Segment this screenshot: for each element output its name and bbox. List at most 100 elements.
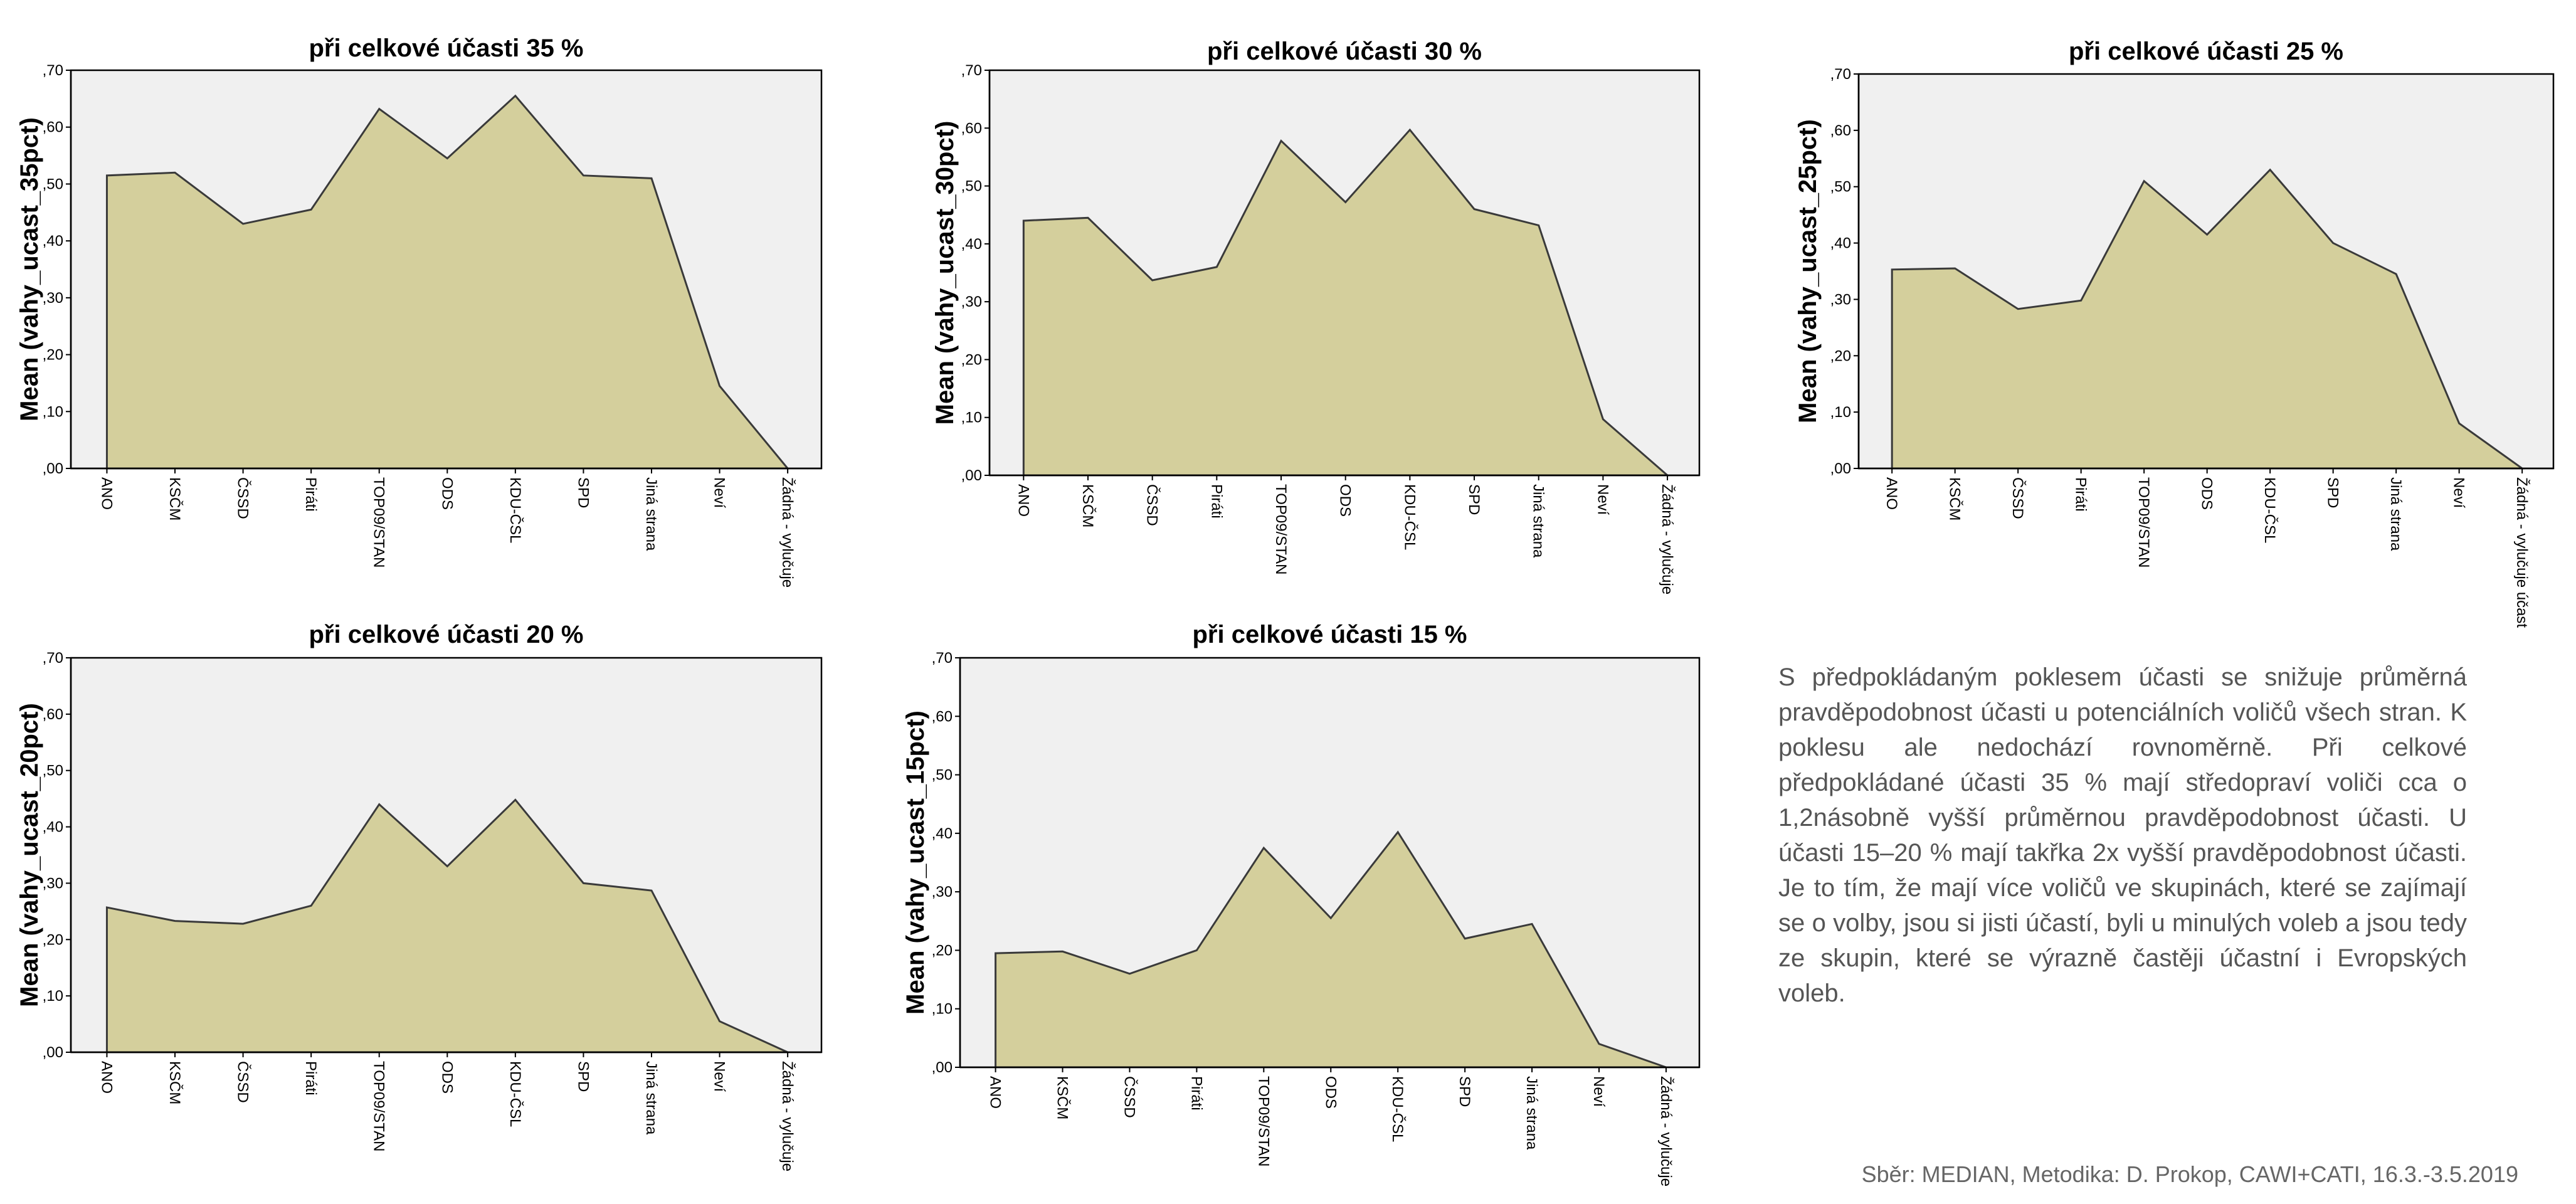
x-tick-label: ČSSD — [235, 477, 252, 519]
y-tick-label: ,40 — [43, 233, 63, 250]
x-tick-label: Jiná strana — [2387, 477, 2404, 551]
x-tick-label: ODS — [1322, 1076, 1339, 1109]
x-tick-label: TOP09/STAN — [1272, 484, 1289, 575]
y-tick-label: ,20 — [961, 351, 982, 368]
source-note: Sběr: MEDIAN, Metodika: D. Prokop, CAWI+… — [1861, 1161, 2518, 1187]
y-tick-label: ,60 — [932, 708, 953, 725]
y-tick-label: ,00 — [932, 1059, 953, 1076]
x-tick-label: Neví — [711, 1061, 728, 1092]
y-tick-label: ,30 — [961, 293, 982, 310]
x-tick-label: TOP09/STAN — [2135, 477, 2152, 568]
x-tick-label: Jiná strana — [1530, 484, 1547, 558]
x-tick-label: Žádná - vylučuje — [1659, 484, 1676, 594]
x-tick-label: KSČM — [1054, 1076, 1072, 1119]
x-tick-label: ODS — [438, 477, 455, 510]
x-tick-label: ČSSD — [1121, 1076, 1138, 1118]
series-area — [1891, 168, 2525, 470]
y-tick-label: ,20 — [932, 942, 953, 959]
chart-3: ,00 ,10 ,20 ,30 ,40 ,50 ,60 ,70 ANO KSČM ČSSD Pirát… — [1794, 38, 2555, 628]
y-tick-label: ,70 — [1830, 66, 1851, 83]
x-tick-label: KDU-ČSL — [507, 1061, 524, 1127]
y-tick-label: ,70 — [961, 62, 982, 79]
x-tick-label: ODS — [438, 1061, 455, 1094]
y-tick-label: ,50 — [43, 763, 63, 779]
x-tick-label: ANO — [1015, 484, 1032, 517]
y-tick-label: ,00 — [961, 467, 982, 484]
y-tick-label: ,20 — [43, 931, 63, 948]
x-tick-label: ODS — [2199, 477, 2215, 510]
chart-1: ,00 ,10 ,20 ,30 ,40 ,50 ,60 ,70 ANO KSČM ČSSD Pirát… — [16, 34, 823, 588]
x-tick-label: Jiná strana — [643, 1061, 660, 1135]
x-tick-label: TOP09/STAN — [1255, 1076, 1272, 1167]
chart-title: při celkové účasti 30 % — [1207, 38, 1482, 65]
x-tick-label: KSČM — [166, 1061, 184, 1104]
x-tick-label: SPD — [574, 477, 591, 508]
y-axis-label: Mean (vahy_ucast_20pct) — [16, 703, 43, 1007]
x-tick-label: ODS — [1337, 484, 1354, 517]
y-tick-label: ,10 — [1830, 404, 1851, 421]
chart-4: ,00 ,10 ,20 ,30 ,40 ,50 ,60 ,70 ANO KSČM ČSSD Pirát… — [16, 621, 823, 1171]
series-area — [995, 830, 1667, 1069]
chart-5: ,00 ,10 ,20 ,30 ,40 ,50 ,60 ,70 ANO KSČM ČSSD Pirát… — [902, 621, 1701, 1186]
y-axis-label: Mean (vahy_ucast_35pct) — [16, 117, 43, 421]
x-tick-label: Neví — [711, 477, 728, 509]
y-tick-label: ,20 — [1830, 347, 1851, 364]
x-tick-label: KDU-ČSL — [1389, 1076, 1407, 1142]
x-tick-label: Žádná - vylučuje — [779, 1061, 796, 1171]
x-tick-label: Piráti — [302, 1061, 319, 1096]
x-tick-label: KDU-ČSL — [1401, 484, 1418, 550]
y-axis-label: Mean (vahy_ucast_25pct) — [1794, 119, 1822, 423]
y-axis-label: Mean (vahy_ucast_30pct) — [931, 121, 959, 425]
x-tick-label: ČSSD — [2009, 477, 2027, 519]
y-tick-label: ,50 — [1830, 179, 1851, 196]
x-tick-label: ANO — [98, 1061, 115, 1094]
x-tick-label: Piráti — [2072, 477, 2089, 512]
series-area — [1022, 128, 1671, 477]
y-tick-label: ,70 — [43, 650, 63, 667]
y-tick-label: ,70 — [43, 62, 63, 79]
y-tick-label: ,40 — [43, 819, 63, 836]
x-tick-label: SPD — [1465, 484, 1482, 515]
x-tick-label: Žádná - vylučuje účast — [2513, 477, 2530, 628]
x-tick-label: TOP09/STAN — [371, 1061, 388, 1152]
x-tick-label: SPD — [2325, 477, 2341, 508]
y-tick-label: ,30 — [43, 290, 63, 307]
y-tick-label: ,70 — [932, 650, 953, 667]
y-tick-label: ,10 — [961, 409, 982, 426]
series-area — [105, 798, 788, 1054]
x-tick-label: SPD — [574, 1061, 591, 1092]
x-tick-label: TOP09/STAN — [371, 477, 388, 568]
y-tick-label: ,60 — [43, 119, 63, 136]
x-tick-label: KDU-ČSL — [507, 477, 524, 543]
x-tick-label: ANO — [1883, 477, 1900, 510]
x-tick-label: Neví — [2451, 477, 2468, 509]
chart-2: ,00 ,10 ,20 ,30 ,40 ,50 ,60 ,70 ANO KSČM ČSSD Pirát… — [931, 38, 1701, 594]
y-tick-label: ,40 — [961, 236, 982, 253]
y-tick-label: ,00 — [43, 460, 63, 477]
x-tick-label: ČSSD — [1144, 484, 1161, 526]
series-area — [105, 94, 790, 470]
y-tick-label: ,40 — [1830, 235, 1851, 252]
chart-title: při celkové účasti 25 % — [2069, 38, 2343, 65]
x-tick-label: Jiná strana — [643, 477, 660, 551]
y-tick-label: ,60 — [961, 120, 982, 137]
y-tick-label: ,60 — [1830, 122, 1851, 139]
x-tick-label: KDU-ČSL — [2261, 477, 2279, 543]
y-tick-label: ,50 — [961, 178, 982, 195]
x-tick-label: ANO — [98, 477, 115, 510]
chart-title: při celkové účasti 20 % — [309, 621, 583, 648]
y-tick-label: ,10 — [43, 988, 63, 1005]
y-tick-label: ,30 — [932, 884, 953, 900]
x-tick-label: Piráti — [1188, 1076, 1205, 1111]
chart-title: při celkové účasti 15 % — [1192, 621, 1467, 648]
x-tick-label: Piráti — [302, 477, 319, 512]
y-tick-label: ,30 — [1830, 291, 1851, 308]
y-tick-label: ,40 — [932, 825, 953, 842]
y-tick-label: ,00 — [43, 1044, 63, 1061]
x-tick-label: KSČM — [166, 477, 184, 520]
x-tick-label: Jiná strana — [1523, 1076, 1540, 1150]
y-tick-label: ,50 — [43, 176, 63, 193]
x-tick-label: ČSSD — [235, 1061, 252, 1103]
